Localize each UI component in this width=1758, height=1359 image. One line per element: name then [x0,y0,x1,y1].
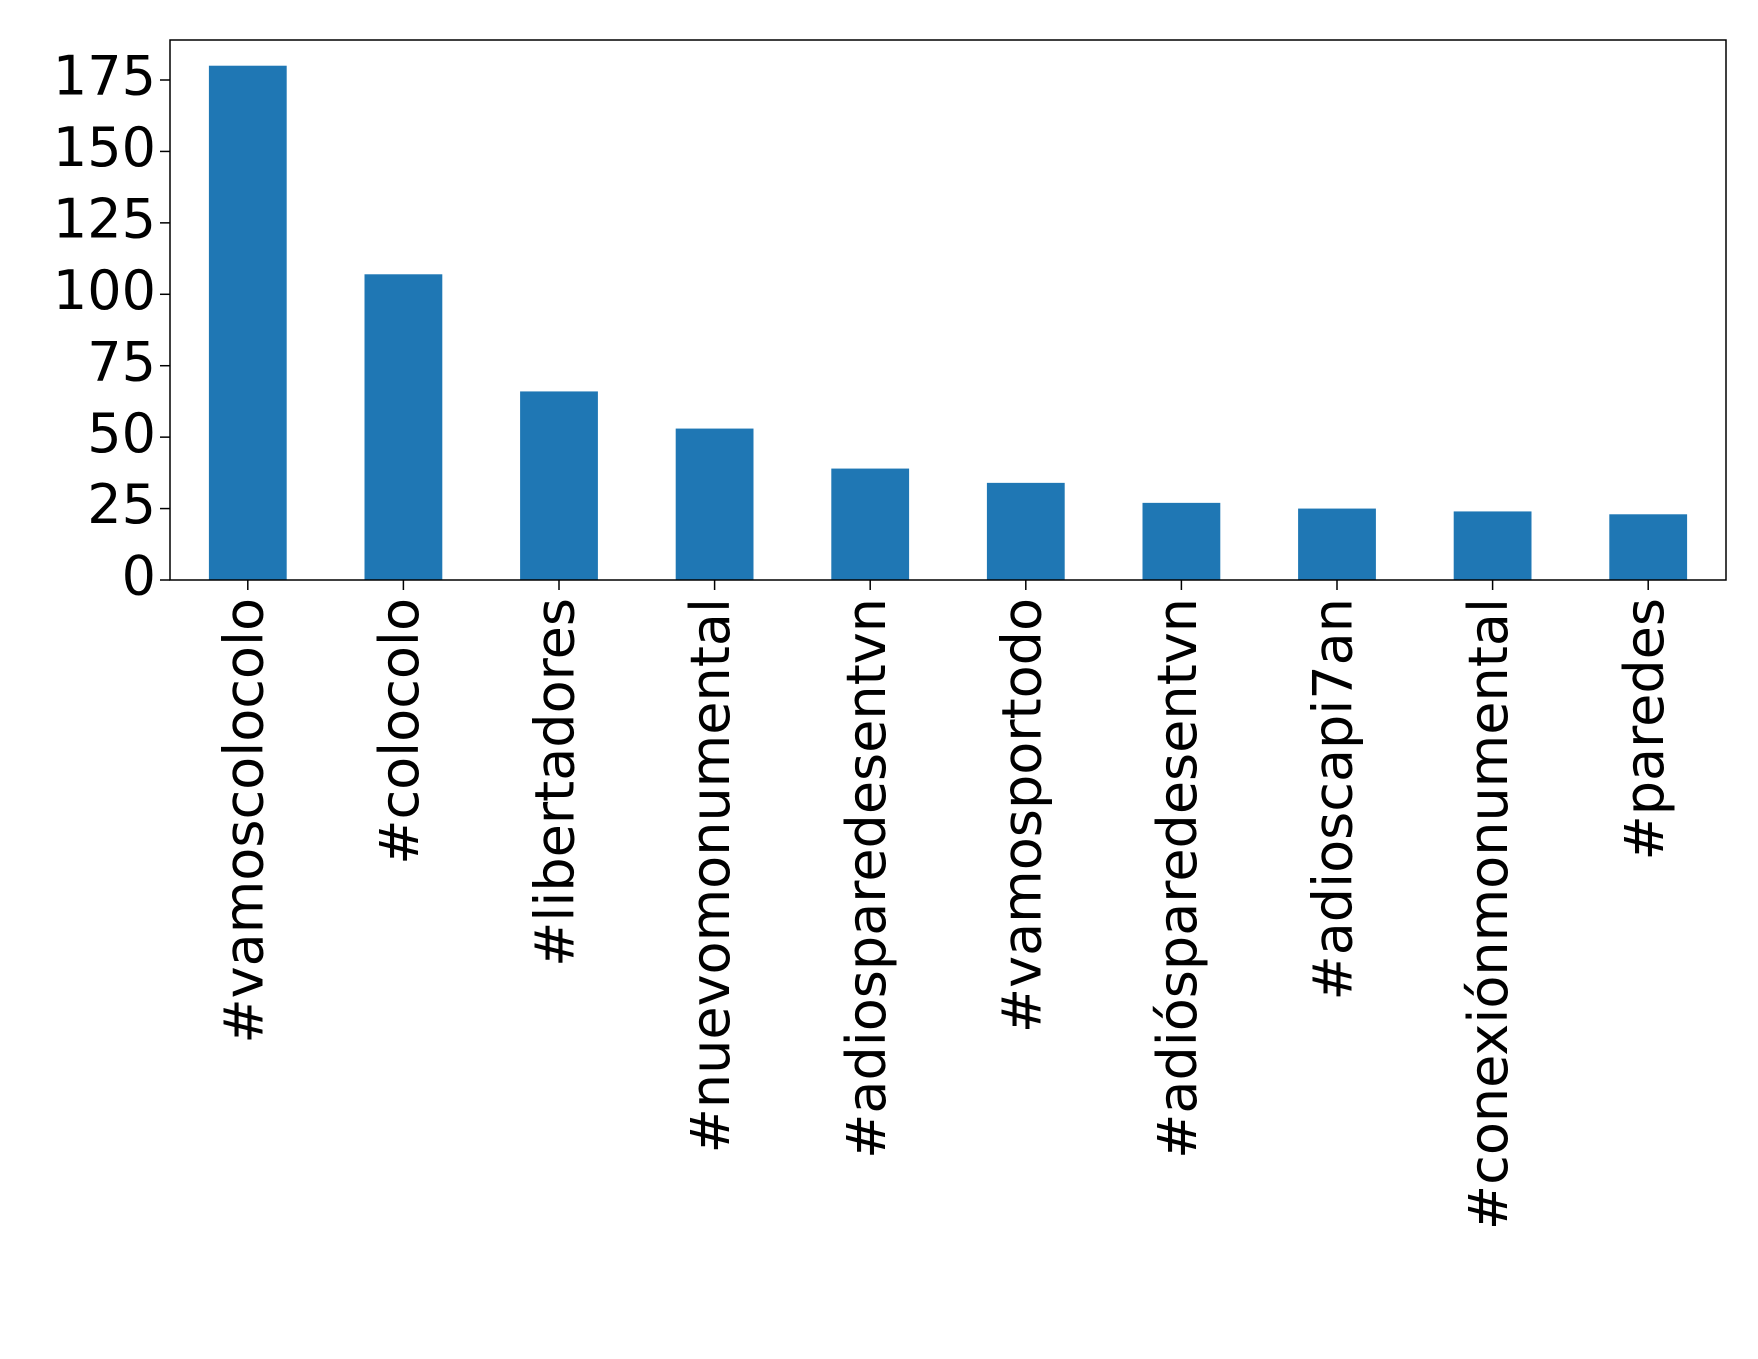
x-tick-label: #libertadores [524,598,587,967]
y-tick-label: 150 [53,116,156,179]
y-tick-label: 100 [53,259,156,322]
bar-8 [1453,511,1532,580]
x-tick-label: #paredes [1613,598,1676,861]
x-tick-label: #colocolo [368,598,431,865]
y-tick-label: 125 [53,187,156,250]
bar-5 [986,482,1065,580]
bar-7 [1298,508,1376,580]
bar-1 [364,274,443,580]
y-tick-label: 75 [87,330,156,393]
bar-4 [831,468,910,580]
y-tick-label: 175 [53,45,156,108]
y-tick-label: 25 [87,473,156,536]
x-tick-label: #adioscapi7an [1302,598,1365,1001]
y-tick-label: 0 [122,545,156,608]
bar-0 [208,65,287,580]
y-axis: 0 25 50 75 100 125 150 175 [53,45,170,608]
x-tick-label: #adiósparedesentvn [1146,598,1209,1159]
y-tick-label: 50 [87,402,156,465]
x-axis: #vamoscolocolo #colocolo #libertadores #nue… [212,580,1676,1230]
x-tick-label: #nuevomonumental [679,598,742,1153]
bar-9 [1609,514,1688,580]
bars-layer [208,65,1688,580]
x-tick-label: #adiosparedesentvn [835,598,898,1159]
bar-2 [520,391,598,580]
x-tick-label: #vamosportodo [990,598,1053,1033]
plot-frame [169,39,1727,581]
x-tick-label: #vamoscolocolo [212,598,275,1044]
x-tick-label: #conexiónmonumental [1457,598,1520,1230]
bar-6 [1142,502,1221,580]
bar-3 [675,428,754,580]
